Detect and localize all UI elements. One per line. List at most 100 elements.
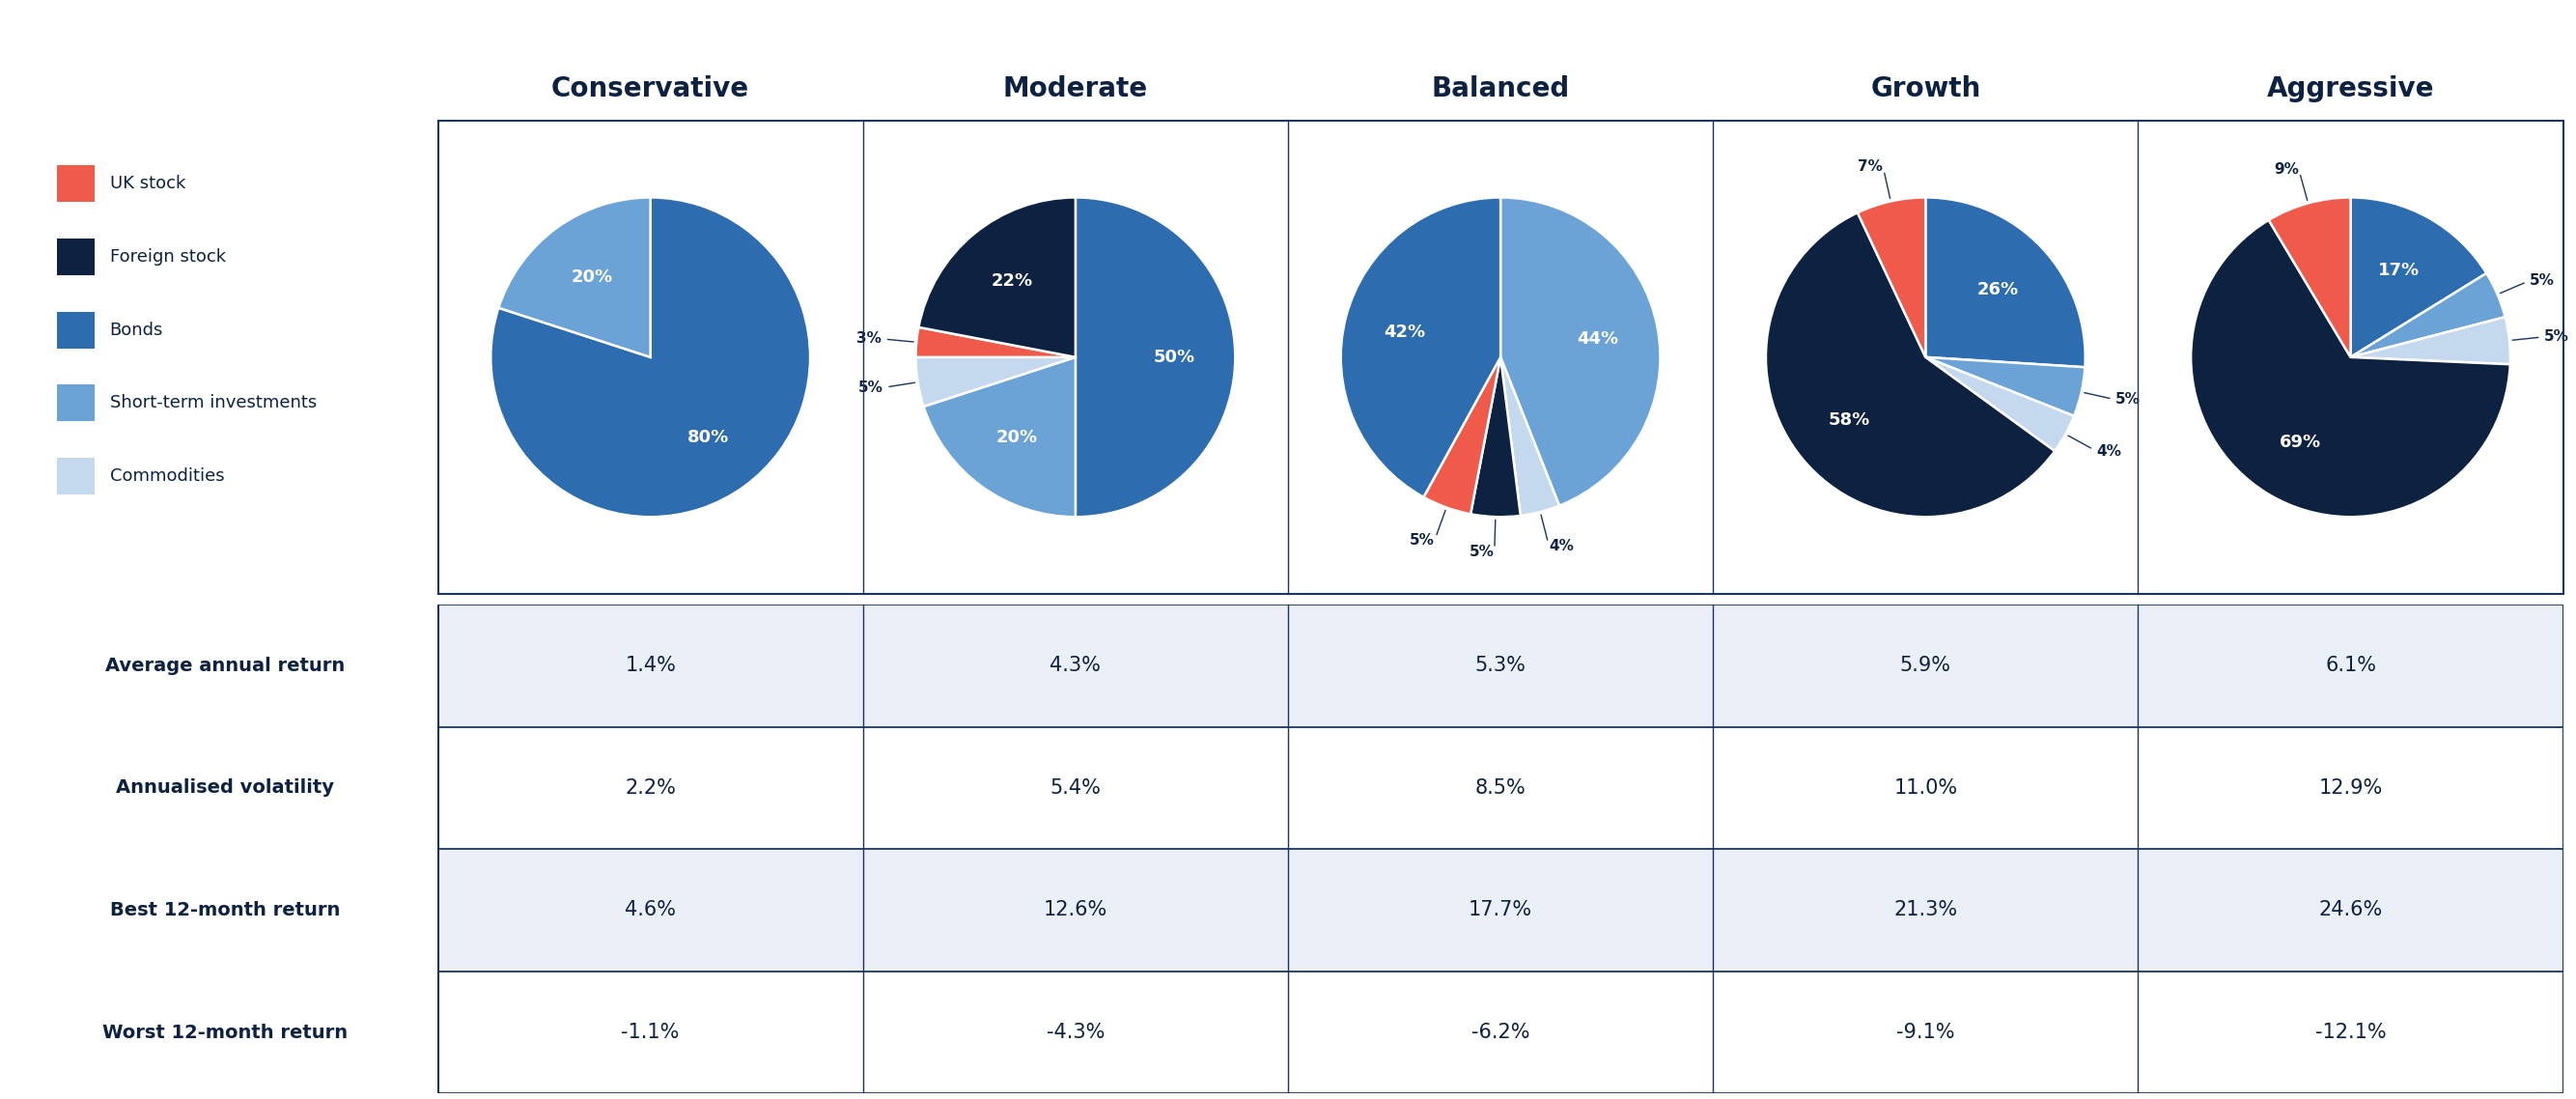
Bar <box>438 848 863 972</box>
Text: 4.6%: 4.6% <box>626 900 675 920</box>
Bar <box>1713 972 2138 1094</box>
Bar <box>13 726 438 848</box>
Text: Foreign stock: Foreign stock <box>111 248 227 266</box>
Text: 5.3%: 5.3% <box>1476 656 1525 675</box>
Text: 5%: 5% <box>2115 392 2141 407</box>
Wedge shape <box>920 198 1077 357</box>
Text: 58%: 58% <box>1829 412 1870 429</box>
Bar <box>57 238 95 275</box>
Wedge shape <box>1499 357 1558 515</box>
Text: 69%: 69% <box>2280 433 2321 451</box>
Wedge shape <box>1924 357 2084 417</box>
Wedge shape <box>1499 198 1659 506</box>
Text: -6.2%: -6.2% <box>1471 1023 1530 1042</box>
Bar <box>1288 972 1713 1094</box>
Text: Best 12-month return: Best 12-month return <box>111 901 340 919</box>
Text: 50%: 50% <box>1154 348 1195 366</box>
Text: -1.1%: -1.1% <box>621 1023 680 1042</box>
Bar <box>57 385 95 421</box>
Text: Moderate: Moderate <box>1002 75 1149 102</box>
Text: 20%: 20% <box>572 268 613 286</box>
Text: 44%: 44% <box>1577 330 1618 347</box>
Wedge shape <box>917 328 1074 357</box>
Text: 5.9%: 5.9% <box>1901 656 1950 675</box>
Bar <box>13 604 438 726</box>
Bar <box>57 312 95 348</box>
Text: 42%: 42% <box>1383 324 1425 341</box>
Text: 17.7%: 17.7% <box>1468 900 1533 920</box>
Wedge shape <box>917 357 1074 407</box>
Text: 26%: 26% <box>1976 280 2020 298</box>
Bar <box>438 972 863 1094</box>
Text: -12.1%: -12.1% <box>2316 1023 2385 1042</box>
Bar <box>1713 604 2138 726</box>
Bar <box>1713 726 2138 848</box>
Text: 5%: 5% <box>1468 545 1494 559</box>
Wedge shape <box>1471 357 1520 517</box>
Wedge shape <box>925 357 1074 517</box>
Text: Annualised volatility: Annualised volatility <box>116 779 335 797</box>
Text: 9%: 9% <box>2275 162 2298 177</box>
Text: Short-term investments: Short-term investments <box>111 395 317 412</box>
Bar <box>57 165 95 202</box>
Wedge shape <box>2269 198 2352 357</box>
Bar <box>1713 848 2138 972</box>
Text: 4%: 4% <box>2097 444 2120 458</box>
Bar <box>863 604 1288 726</box>
Text: 12.6%: 12.6% <box>1043 900 1108 920</box>
Bar <box>2138 726 2563 848</box>
Text: 5.4%: 5.4% <box>1051 778 1100 798</box>
Text: 12.9%: 12.9% <box>2318 778 2383 798</box>
Text: 21.3%: 21.3% <box>1893 900 1958 920</box>
Wedge shape <box>2352 274 2506 357</box>
Bar <box>57 458 95 495</box>
Text: Worst 12-month return: Worst 12-month return <box>103 1023 348 1042</box>
Wedge shape <box>500 198 652 357</box>
Bar <box>438 604 863 726</box>
Text: 80%: 80% <box>688 429 729 446</box>
Wedge shape <box>489 198 809 517</box>
Text: Commodities: Commodities <box>111 467 224 485</box>
Text: Average annual return: Average annual return <box>106 656 345 675</box>
Text: 4%: 4% <box>1548 539 1574 553</box>
Bar <box>2138 604 2563 726</box>
Text: Growth: Growth <box>1870 75 1981 102</box>
Text: 5%: 5% <box>858 380 884 395</box>
Bar <box>1288 604 1713 726</box>
Bar <box>2138 848 2563 972</box>
Bar <box>2138 972 2563 1094</box>
Text: 6.1%: 6.1% <box>2326 656 2375 675</box>
Text: 20%: 20% <box>997 429 1038 446</box>
Text: 7%: 7% <box>1857 159 1883 175</box>
Text: -4.3%: -4.3% <box>1046 1023 1105 1042</box>
Text: 1.4%: 1.4% <box>626 656 675 675</box>
Text: Aggressive: Aggressive <box>2267 75 2434 102</box>
Text: 4.3%: 4.3% <box>1051 656 1100 675</box>
Text: Bonds: Bonds <box>111 321 162 338</box>
Bar <box>863 726 1288 848</box>
Bar <box>1288 848 1713 972</box>
Wedge shape <box>1924 198 2084 367</box>
Bar <box>1288 726 1713 848</box>
Bar <box>13 972 438 1094</box>
Text: 8.5%: 8.5% <box>1476 778 1525 798</box>
Text: 5%: 5% <box>2545 330 2568 344</box>
Wedge shape <box>1857 198 1924 357</box>
Text: -9.1%: -9.1% <box>1896 1023 1955 1042</box>
Text: 3%: 3% <box>855 332 881 346</box>
Wedge shape <box>1425 357 1499 514</box>
Text: Balanced: Balanced <box>1432 75 1569 102</box>
Text: 5%: 5% <box>2530 274 2555 288</box>
Wedge shape <box>2352 317 2509 365</box>
Bar <box>438 726 863 848</box>
Wedge shape <box>1074 198 1234 517</box>
Text: 17%: 17% <box>2378 262 2419 279</box>
Text: 24.6%: 24.6% <box>2318 900 2383 920</box>
Wedge shape <box>1342 198 1502 497</box>
Text: 5%: 5% <box>1409 533 1435 547</box>
Wedge shape <box>2349 198 2486 357</box>
Wedge shape <box>1924 357 2074 451</box>
Text: 11.0%: 11.0% <box>1893 778 1958 798</box>
Bar <box>13 848 438 972</box>
Text: 2.2%: 2.2% <box>626 778 675 798</box>
